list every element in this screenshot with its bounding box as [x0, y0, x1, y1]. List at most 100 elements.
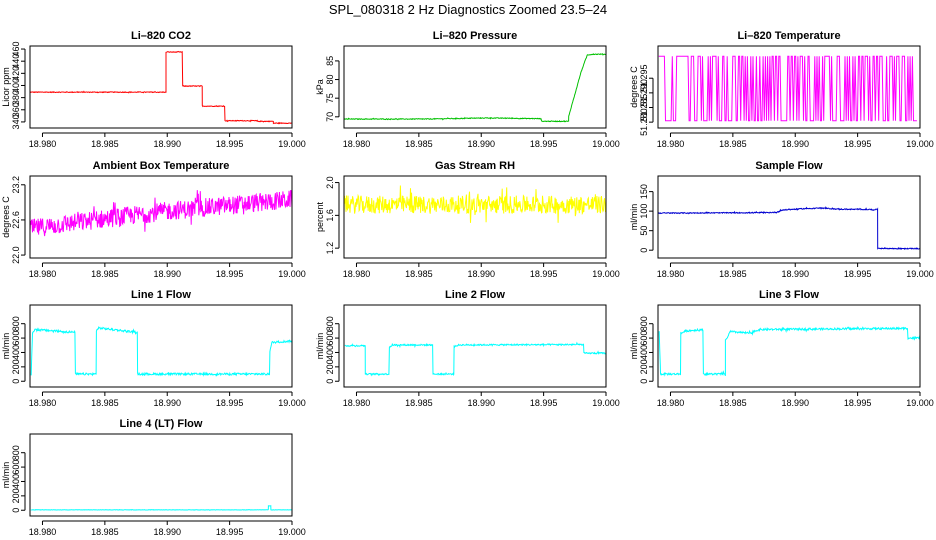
x-tick-label: 19.000	[278, 139, 306, 149]
y-tick-label: 600	[325, 331, 335, 346]
chart-panel-3: Li–820 Temperature 18.980 18.985 18.990 18.9…	[629, 30, 934, 149]
chart-title: Sample Flow	[755, 160, 823, 172]
plot-frame	[29, 433, 293, 517]
plot-frame	[343, 175, 607, 259]
y-tick-label: 23.2	[11, 176, 21, 194]
x-tick-label: 18.990	[153, 527, 181, 537]
x-tick-label: 19.000	[592, 139, 620, 149]
x-tick-label: 19.000	[592, 269, 620, 279]
series-line	[344, 341, 606, 377]
y-tick-label: 85	[325, 56, 335, 66]
x-tick-label: 18.990	[781, 398, 809, 408]
chart-panel-10: Line 4 (LT) Flow 18.980 18.985 18.990 18.995…	[1, 418, 306, 537]
y-tick-label: 2.0	[325, 176, 335, 189]
y-axis-label: ml/min	[315, 333, 325, 360]
plot-frame	[29, 304, 293, 388]
y-tick-label: 51.285	[639, 94, 649, 122]
x-tick-label: 19.000	[278, 527, 306, 537]
x-tick-label: 18.995	[216, 139, 244, 149]
y-tick-label: 600	[639, 331, 649, 346]
y-tick-label: 460	[11, 42, 21, 57]
chart-panel-8: Line 2 Flow 18.980 18.985 18.990 18.995 19.00…	[315, 289, 620, 408]
plot-frame	[29, 45, 293, 129]
y-tick-label: 400	[325, 345, 335, 360]
x-tick-label: 18.985	[405, 139, 433, 149]
chart-panel-4: Ambient Box Temperature 18.980 18.985 18.99…	[1, 160, 306, 279]
y-tick-label: 200	[11, 488, 21, 503]
y-tick-label: 400	[11, 345, 21, 360]
x-tick-label: 18.990	[467, 139, 495, 149]
chart-title: Line 2 Flow	[445, 289, 505, 301]
y-tick-label: 400	[639, 345, 649, 360]
y-axis-label: percent	[315, 201, 325, 232]
x-tick-label: 18.980	[343, 398, 371, 408]
y-tick-label: 51.290	[639, 79, 649, 107]
y-tick-label: 0	[11, 508, 21, 513]
x-tick-label: 18.995	[216, 269, 244, 279]
plot-frame	[657, 304, 921, 388]
y-tick-label: 1.2	[325, 242, 335, 255]
plot-frame	[29, 175, 293, 259]
x-tick-label: 19.000	[906, 269, 934, 279]
y-tick-label: 100	[639, 204, 649, 219]
chart-panel-5: Gas Stream RH 18.980 18.985 18.990 18.995 19.…	[315, 160, 620, 279]
y-tick-label: 200	[325, 359, 335, 374]
y-tick-label: 80	[325, 75, 335, 85]
x-tick-label: 18.990	[153, 269, 181, 279]
y-tick-label: 200	[639, 359, 649, 374]
plot-frame	[343, 304, 607, 388]
y-tick-label: 340	[11, 114, 21, 129]
x-tick-label: 19.000	[592, 398, 620, 408]
x-tick-label: 18.980	[29, 139, 57, 149]
chart-title: Gas Stream RH	[435, 160, 515, 172]
series-line	[30, 50, 292, 125]
x-tick-label: 18.985	[91, 398, 119, 408]
y-axis-label: Licor ppm	[1, 67, 11, 107]
x-tick-label: 18.990	[781, 139, 809, 149]
chart-title: Li–820 Temperature	[737, 30, 840, 42]
y-tick-label: 51.295	[639, 64, 649, 92]
x-tick-label: 18.985	[719, 139, 747, 149]
x-tick-label: 18.985	[719, 269, 747, 279]
y-axis-label: kPa	[315, 79, 325, 95]
chart-panel-2: Li–820 Pressure 18.980 18.985 18.990 18.995 1…	[315, 30, 620, 149]
x-tick-label: 18.985	[91, 139, 119, 149]
y-tick-label: 360	[11, 102, 21, 117]
y-tick-label: 380	[11, 90, 21, 105]
y-tick-label: 800	[11, 316, 21, 331]
x-tick-label: 18.985	[719, 398, 747, 408]
x-tick-label: 18.995	[844, 139, 872, 149]
x-tick-label: 18.980	[29, 398, 57, 408]
y-tick-label: 22.0	[11, 246, 21, 264]
x-tick-label: 18.980	[29, 269, 57, 279]
x-tick-label: 18.995	[844, 269, 872, 279]
plot-frame	[657, 45, 921, 129]
chart-panel-7: Line 1 Flow 18.980 18.985 18.990 18.995 19.00…	[1, 289, 306, 408]
chart-title: Line 1 Flow	[131, 289, 191, 301]
x-tick-label: 18.995	[844, 398, 872, 408]
x-tick-label: 18.995	[530, 139, 558, 149]
page-title: SPL_080318 2 Hz Diagnostics Zoomed 23.5–…	[328, 2, 608, 17]
x-tick-label: 18.995	[530, 398, 558, 408]
y-tick-label: 600	[11, 460, 21, 475]
y-axis-label: ml/min	[629, 333, 639, 360]
x-tick-label: 18.990	[781, 269, 809, 279]
y-tick-label: 800	[325, 316, 335, 331]
x-tick-label: 19.000	[278, 398, 306, 408]
y-tick-label: 75	[325, 93, 335, 103]
y-axis-label: degrees C	[1, 196, 11, 238]
x-tick-label: 18.995	[530, 269, 558, 279]
x-tick-label: 18.990	[467, 269, 495, 279]
x-tick-label: 18.980	[657, 398, 685, 408]
x-tick-label: 18.990	[467, 398, 495, 408]
x-tick-label: 18.980	[29, 527, 57, 537]
chart-title: Line 3 Flow	[759, 289, 819, 301]
plot-frame	[343, 45, 607, 129]
chart-panel-1: Li–820 CO2 18.980 18.985 18.990 18.995 19.000…	[1, 30, 306, 149]
chart-title: Li–820 Pressure	[433, 30, 517, 42]
x-tick-label: 19.000	[278, 269, 306, 279]
series-line	[658, 55, 917, 122]
y-tick-label: 200	[11, 359, 21, 374]
y-tick-label: 70	[325, 112, 335, 122]
x-tick-label: 18.995	[216, 398, 244, 408]
